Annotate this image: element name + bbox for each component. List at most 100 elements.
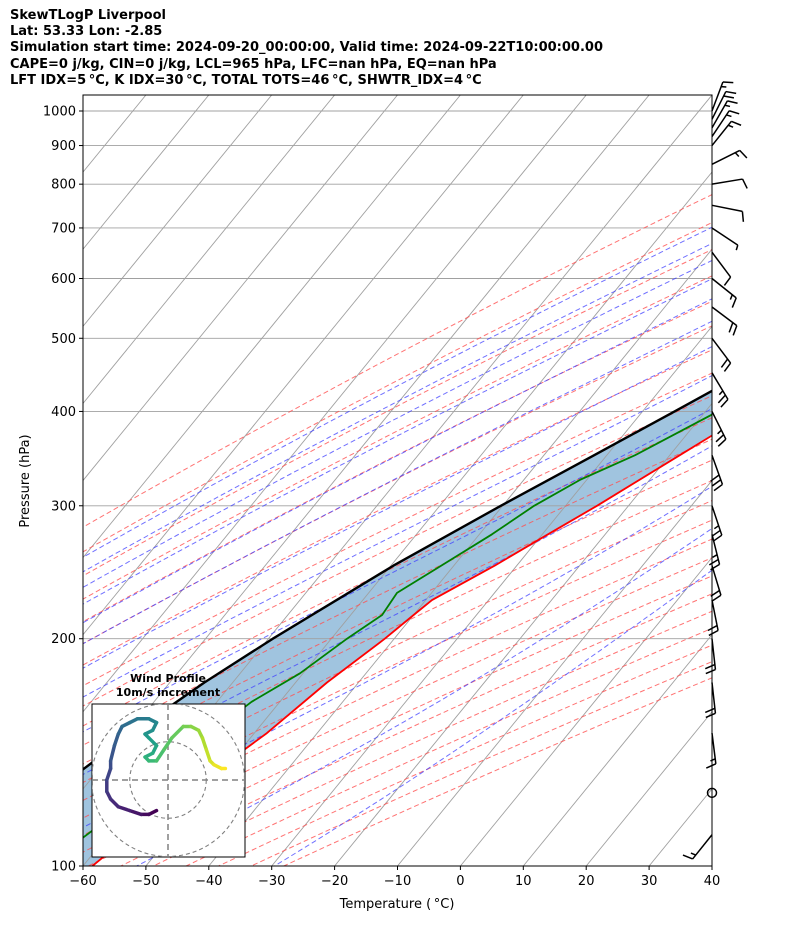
hodograph-segment <box>162 736 174 752</box>
wind-barb-flag <box>712 534 723 542</box>
wind-barb-staff <box>711 565 722 596</box>
wind-barb-flag <box>717 394 726 404</box>
title-line-4: CAPE=0 j/kg, CIN=0 j/kg, LCL=965 hPa, LF… <box>10 56 497 72</box>
hodograph-title-line: 10m/s increment <box>116 686 220 699</box>
wind-barb-staff <box>711 599 719 631</box>
y-tick-label: 300 <box>51 499 76 514</box>
wind-barb <box>711 306 738 336</box>
wind-barb <box>711 178 748 189</box>
wind-barb-staff <box>711 411 727 440</box>
wind-barb-flag <box>723 362 732 372</box>
wind-barb <box>711 251 732 286</box>
dry-adiabat-line <box>83 538 712 836</box>
hodograph-segment <box>108 743 117 763</box>
wind-barb <box>711 505 723 542</box>
x-tick-label: −10 <box>384 874 411 889</box>
wind-barb-flag <box>704 663 716 670</box>
wind-barb-flag <box>711 529 721 538</box>
wind-barb-flag <box>720 398 729 408</box>
wind-barb <box>711 81 734 112</box>
moist-adiabat-line <box>83 226 712 558</box>
wind-barb <box>711 110 740 137</box>
wind-barb-staff <box>711 81 724 112</box>
wind-barb <box>711 149 748 165</box>
y-axis-label: Pressure (hPa) <box>18 434 33 527</box>
moist-adiabat-line <box>83 278 712 605</box>
x-tick-label: −40 <box>195 874 222 889</box>
wind-barb-staff <box>711 372 729 400</box>
isotherm-line <box>334 402 712 866</box>
wind-barb-staff <box>711 251 732 278</box>
wind-barb-staff <box>711 732 717 764</box>
wind-barb-half-flag <box>717 429 722 435</box>
wind-barb-staff <box>711 91 727 120</box>
wind-barb <box>711 372 729 408</box>
isotherm-line <box>83 95 524 636</box>
wind-barb <box>707 599 719 637</box>
x-tick-label: 40 <box>704 874 721 889</box>
wind-barb-staff <box>711 534 721 565</box>
isotherm-line <box>83 95 273 328</box>
hodograph-segment <box>200 736 208 752</box>
hodograph-segment <box>128 808 143 817</box>
isotherm-line <box>711 865 712 866</box>
wind-barb-staff <box>711 454 724 485</box>
wind-barb <box>711 204 745 222</box>
wind-barb-flag <box>728 110 740 115</box>
isotherm-line <box>83 95 335 405</box>
mixing-ratio-line <box>733 95 794 279</box>
hodograph-segment <box>108 797 121 809</box>
x-tick-label: −20 <box>321 874 348 889</box>
wind-barb-half-flag <box>729 294 733 300</box>
wind-barb-half-flag <box>727 124 734 128</box>
wind-barb-flag <box>725 90 737 95</box>
wind-barb-staff <box>692 834 713 860</box>
x-tick-label: −60 <box>69 874 96 889</box>
wind-barb-flag <box>710 563 720 571</box>
dry-adiabat-line <box>83 372 712 687</box>
moist-adiabat-line <box>83 375 712 698</box>
hodograph-segment <box>116 805 132 813</box>
y-tick-label: 500 <box>51 332 76 347</box>
dry-adiabat-line <box>153 610 712 866</box>
title-line-5: LFT IDX=5 °C, K IDX=30 °C, TOTAL TOTS=46… <box>10 72 482 88</box>
wind-barb-flag <box>739 149 748 159</box>
wind-barb-staff <box>711 120 732 147</box>
wind-barb-half-flag <box>690 852 697 856</box>
wind-barb-flag <box>722 81 734 84</box>
y-tick-label: 900 <box>51 139 76 154</box>
wind-barb <box>704 638 717 675</box>
moist-adiabat-line <box>136 527 712 866</box>
hodograph-segment <box>204 747 212 763</box>
wind-barb <box>710 565 722 602</box>
x-tick-label: 10 <box>515 874 532 889</box>
hodograph-segment <box>154 747 166 763</box>
isotherm-line <box>208 248 712 866</box>
y-tick-label: 200 <box>51 632 76 647</box>
wind-barb-flag <box>727 100 738 104</box>
wind-barb-half-flag <box>710 758 716 762</box>
wind-barb <box>711 100 738 129</box>
wind-barb-staff <box>711 178 743 185</box>
isotherm-line <box>522 633 712 866</box>
x-tick-label: 30 <box>641 874 658 889</box>
wind-barb-half-flag <box>712 554 718 558</box>
parcel-profile-line <box>83 389 712 771</box>
wind-barb-half-flag <box>718 390 724 396</box>
dewpoint-profile-line <box>83 413 712 839</box>
wind-barb <box>711 337 732 372</box>
y-tick-label: 600 <box>51 272 76 287</box>
y-tick-label: 800 <box>51 178 76 193</box>
wind-barb-staff <box>711 682 717 714</box>
temperature-profile-line <box>91 434 712 866</box>
x-tick-label: 0 <box>456 874 464 889</box>
wind-barb-flag <box>708 629 719 637</box>
dry-adiabat-line <box>83 275 712 600</box>
x-tick-label: −30 <box>258 874 285 889</box>
wind-barb-flag <box>713 483 723 492</box>
wind-barb-half-flag <box>734 152 740 157</box>
hodograph-title-line: Wind Profile <box>130 672 206 685</box>
isotherm-line <box>585 711 712 866</box>
hodograph-segment <box>170 724 186 740</box>
wind-barb-staff <box>711 337 732 364</box>
